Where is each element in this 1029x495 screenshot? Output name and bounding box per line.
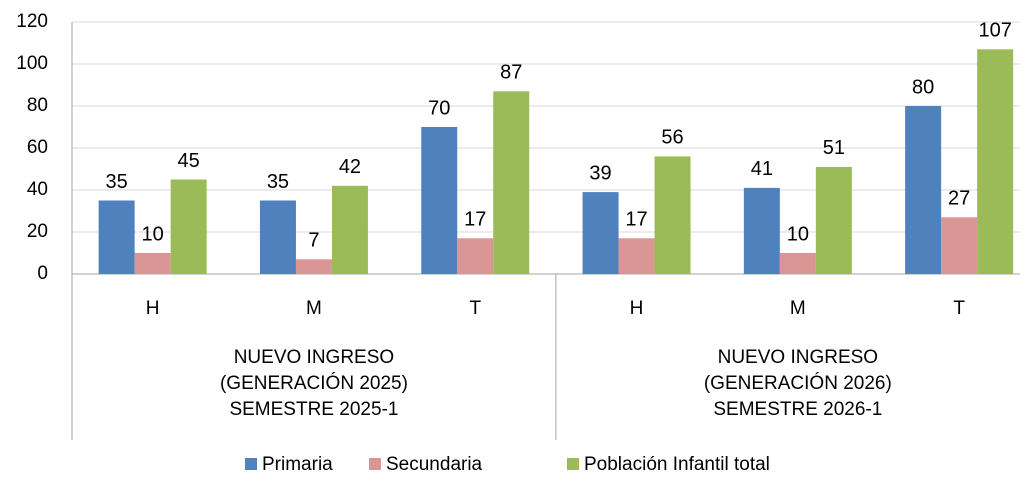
data-label: 70 (428, 97, 450, 119)
data-label: 87 (500, 62, 522, 84)
legend-label: Primaria (262, 454, 333, 475)
bar (134, 253, 171, 274)
bar (493, 91, 530, 274)
bar (815, 166, 852, 274)
y-tick-label: 20 (27, 221, 48, 242)
bar (421, 127, 458, 274)
legend-swatch (567, 458, 579, 470)
y-tick-label: 80 (27, 95, 48, 116)
y-tick-label: 120 (16, 11, 48, 32)
data-label: 10 (787, 223, 809, 245)
bar (457, 238, 494, 274)
data-label: 7 (308, 230, 319, 252)
legend-label: Secundaria (386, 454, 483, 475)
legend-label: Población Infantil total (584, 454, 770, 475)
bar (295, 259, 332, 274)
bar (98, 200, 135, 274)
data-label: 35 (267, 171, 289, 193)
group-label: (GENERACIÓN 2025) (220, 372, 408, 394)
bar (582, 192, 619, 274)
data-label: 80 (912, 76, 934, 98)
x-tick-label: H (630, 298, 644, 319)
data-label: 35 (106, 171, 128, 193)
bar (905, 106, 942, 274)
bar (170, 179, 207, 274)
bar (977, 49, 1014, 274)
y-tick-label: 40 (27, 179, 48, 200)
x-tick-label: T (953, 298, 965, 319)
data-label: 39 (589, 162, 611, 184)
bar (618, 238, 655, 274)
x-tick-label: M (306, 298, 322, 319)
group-label: (GENERACIÓN 2026) (704, 372, 892, 394)
data-label: 27 (948, 188, 970, 210)
y-tick-label: 0 (37, 263, 48, 284)
bar (941, 217, 978, 274)
data-label: 10 (142, 223, 164, 245)
x-tick-label: T (469, 298, 481, 319)
bar (743, 187, 780, 274)
group-label: NUEVO INGRESO (234, 347, 394, 368)
group-label: NUEVO INGRESO (718, 347, 878, 368)
data-label: 107 (978, 20, 1011, 42)
y-tick-label: 100 (16, 53, 48, 74)
group-label: SEMESTRE 2025-1 (229, 399, 398, 420)
x-tick-label: H (146, 298, 160, 319)
bar (779, 253, 816, 274)
group-label: SEMESTRE 2026-1 (713, 399, 882, 420)
data-label: 42 (339, 156, 361, 178)
data-label: 56 (661, 127, 683, 149)
data-label: 41 (751, 158, 773, 180)
data-label: 45 (178, 150, 200, 172)
bar (654, 156, 691, 274)
data-label: 17 (625, 209, 647, 231)
data-label: 17 (464, 209, 486, 231)
legend-swatch (369, 458, 381, 470)
data-label: 51 (823, 137, 845, 159)
y-tick-label: 60 (27, 137, 48, 158)
legend-swatch (245, 458, 257, 470)
bar (259, 200, 296, 274)
x-tick-label: M (790, 298, 806, 319)
bar (331, 185, 368, 274)
